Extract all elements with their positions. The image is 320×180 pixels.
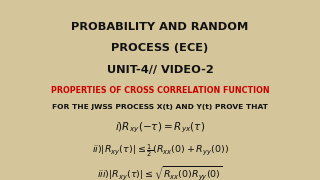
- Text: $i)R_{xy}(-\tau) = R_{yx}(\tau)$: $i)R_{xy}(-\tau) = R_{yx}(\tau)$: [115, 121, 205, 135]
- Text: FOR THE JWSS PROCESS X(t) AND Y(t) PROVE THAT: FOR THE JWSS PROCESS X(t) AND Y(t) PROVE…: [52, 104, 268, 110]
- Text: $iii)|R_{xy}(\tau)| \leq \sqrt{R_{xx}(0)R_{yy}(0)}$: $iii)|R_{xy}(\tau)| \leq \sqrt{R_{xx}(0)…: [97, 164, 223, 180]
- Text: PROPERTIES OF CROSS CORRELATION FUNCTION: PROPERTIES OF CROSS CORRELATION FUNCTION: [51, 86, 269, 95]
- Text: PROBABILITY AND RANDOM: PROBABILITY AND RANDOM: [71, 22, 249, 32]
- Text: UNIT-4// VIDEO-2: UNIT-4// VIDEO-2: [107, 65, 213, 75]
- Text: $ii)|R_{xy}(\tau)| \leq \frac{1}{2}(R_{xx}(0) + R_{yy}(0))$: $ii)|R_{xy}(\tau)| \leq \frac{1}{2}(R_{x…: [92, 142, 228, 159]
- Text: PROCESS (ECE): PROCESS (ECE): [111, 43, 209, 53]
